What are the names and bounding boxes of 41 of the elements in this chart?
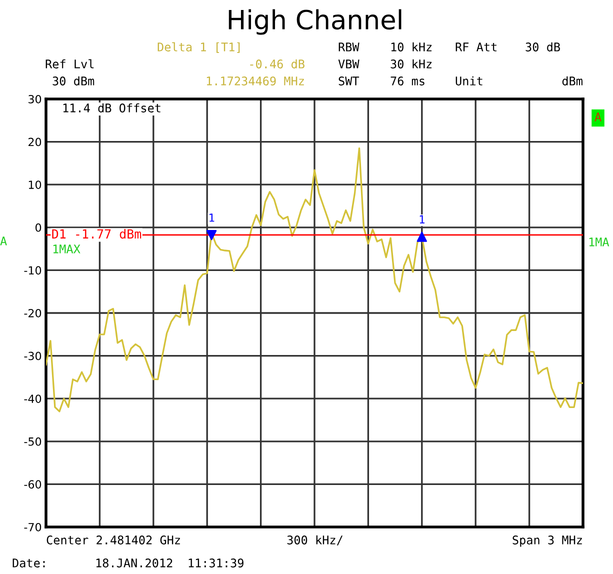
y-tick-label: 20 xyxy=(28,138,42,146)
text: -0.46 dB xyxy=(250,59,304,68)
text: Delta 1 [T1] xyxy=(158,42,240,53)
annotation: 11.4 dB Offset xyxy=(63,103,160,112)
y-tick-label: 10 xyxy=(28,180,42,189)
text: A xyxy=(594,112,602,122)
text: Date: xyxy=(12,558,45,568)
text: 30 dB xyxy=(526,42,560,52)
y-tick-label: -70 xyxy=(24,522,42,532)
y-tick-label: -10 xyxy=(24,266,42,275)
line-series xyxy=(46,147,583,412)
text: 30 kHz xyxy=(390,59,432,68)
text: 76 ms xyxy=(390,76,424,86)
text: SWT xyxy=(338,76,360,86)
text: dBm xyxy=(562,76,582,86)
y-tick-label: -20 xyxy=(24,308,42,318)
text: VBW xyxy=(338,60,360,68)
text: 300 kHz/ xyxy=(287,535,343,546)
text: Span 3 MHz xyxy=(512,536,582,547)
text: Unit xyxy=(456,76,482,86)
text: 1MA xyxy=(589,238,610,246)
text: RF Att xyxy=(456,42,496,52)
text: 18.JAN.2012 11:31:39 xyxy=(96,558,244,568)
text: Center 2.481402 GHz xyxy=(46,536,180,544)
y-tick-label: -40 xyxy=(24,394,42,403)
text: 30 dBm xyxy=(52,76,94,86)
text: RBW xyxy=(338,42,360,52)
text: A xyxy=(0,236,7,246)
y-tick-label: -60 xyxy=(24,480,42,489)
annotation: 1MAX xyxy=(53,244,80,254)
text: 1.17234469 MHz xyxy=(206,76,304,86)
annotation: 1 xyxy=(210,214,214,222)
y-tick-label: -50 xyxy=(24,437,42,446)
text: Ref Lvl xyxy=(46,59,94,68)
ref-line-label: D1 -1.77 dBm xyxy=(52,228,142,239)
annotation: 1 xyxy=(420,215,424,224)
chart-title: High Channel xyxy=(228,9,402,35)
text: 10 kHz xyxy=(391,42,432,52)
y-tick-label: 30 xyxy=(28,94,42,104)
y-tick-label: -30 xyxy=(24,352,42,360)
y-tick-label: 0 xyxy=(35,223,42,232)
